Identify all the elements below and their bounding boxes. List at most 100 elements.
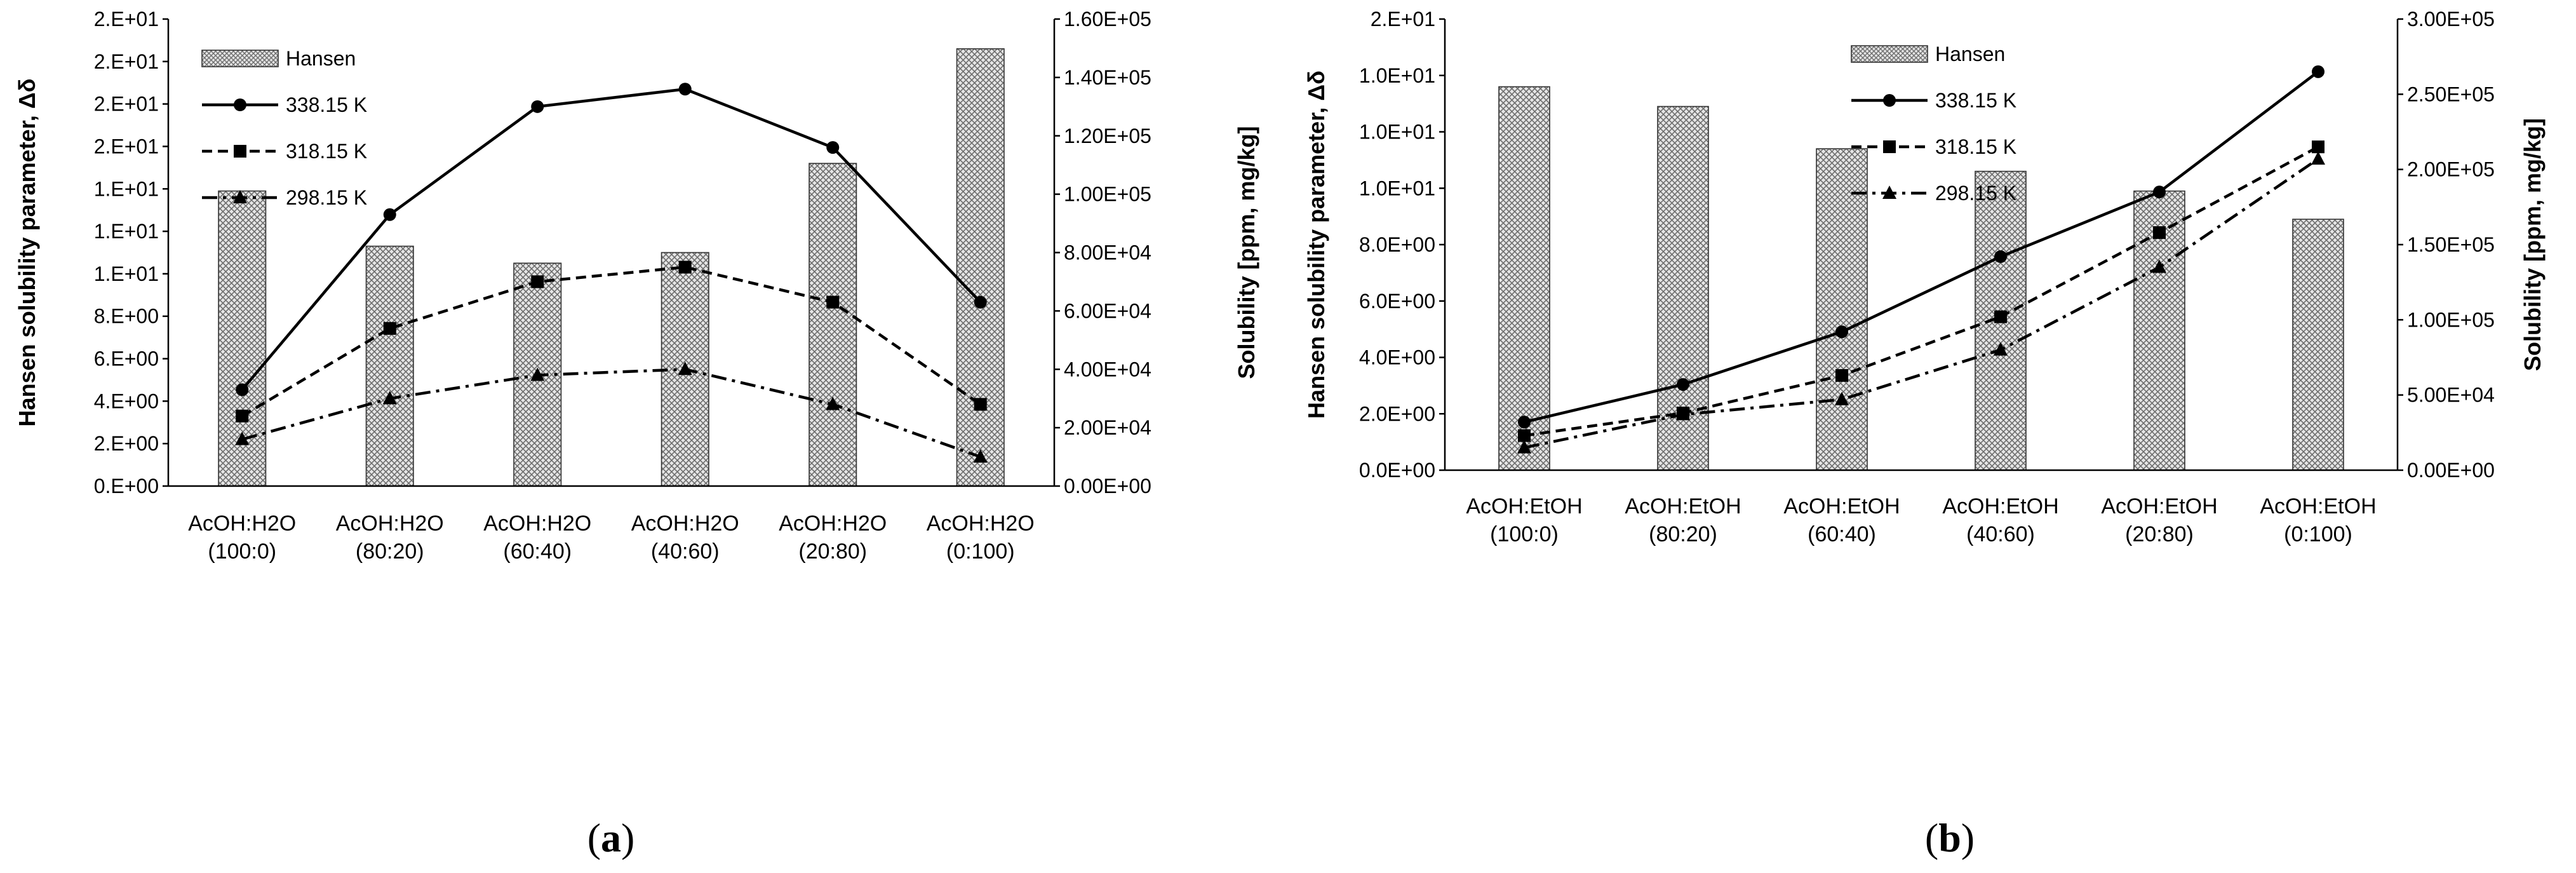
marker-b-0-5 <box>2312 65 2324 78</box>
category-label-a-5-1: (0:100) <box>946 539 1015 564</box>
panel-label-a: (a) <box>587 815 635 860</box>
panel-label-part-a-2: ) <box>621 815 634 860</box>
marker-a-0-4 <box>826 141 840 154</box>
marker-b-0-2 <box>1835 325 1848 339</box>
left-tick-label-a-9: 2.E+01 <box>94 93 159 116</box>
bar-b-2 <box>1816 148 1868 471</box>
bar-a-5 <box>956 48 1005 487</box>
right-tick-label-a-1: 2.00E+04 <box>1064 416 1151 439</box>
legend-swatch-hansen-a <box>201 50 279 67</box>
marker-a-1-1 <box>383 321 396 335</box>
category-label-a-0-1: (100:0) <box>208 539 276 564</box>
marker-a-0-3 <box>678 83 692 96</box>
left-tick-label-a-6: 1.E+01 <box>94 220 159 243</box>
left-axis-title-a: Hansen solubility parameter, Δδ <box>14 79 40 427</box>
right-tick-label-a-8: 1.60E+05 <box>1064 8 1151 30</box>
marker-b-1-3 <box>1994 310 2007 323</box>
marker-b-0-0 <box>1518 416 1531 429</box>
right-axis-title-a: Solubility [ppm, mg/kg] <box>1233 126 1259 379</box>
panel-label-part-b-2: ) <box>1961 815 1975 860</box>
panel-label-part-b-1: b <box>1938 815 1961 860</box>
marker-b-2-4 <box>2152 259 2166 273</box>
legend-label-b-0: 338.15 K <box>1935 89 2016 112</box>
legend-marker-a-1 <box>234 145 246 158</box>
series-line-b-0 <box>1524 71 2319 424</box>
legend-marker-a-0 <box>234 98 246 111</box>
marker-b-2-1 <box>1676 407 1690 421</box>
series-line-b-2 <box>1524 158 2319 449</box>
category-label-a-1-1: (80:20) <box>356 539 424 564</box>
marker-a-2-1 <box>382 391 397 405</box>
category-label-b-5-0: AcOH:EtOH <box>2260 494 2376 518</box>
panel-label-part-a-1: a <box>601 815 621 860</box>
panel-label-b: (b) <box>1925 815 1975 860</box>
marker-b-1-4 <box>2153 226 2166 240</box>
marker-b-2-0 <box>1517 440 1531 454</box>
chart-b: 0.0E+00 2.0E+00 4.0E+00 6.0E+00 8.0E+00 1.0E+… <box>1303 8 2546 860</box>
marker-b-2-5 <box>2311 151 2325 165</box>
panel-label-part-b-0: ( <box>1925 815 1938 860</box>
legend-label-hansen-b: Hansen <box>1935 43 2005 65</box>
marker-a-0-2 <box>531 100 544 113</box>
left-axis-title-b: Hansen solubility parameter, Δδ <box>1303 71 1329 419</box>
category-label-b-4-1: (20:80) <box>2125 522 2194 546</box>
legend-marker-b-0 <box>1883 94 1896 107</box>
right-tick-label-a-3: 6.00E+04 <box>1064 299 1151 322</box>
category-label-a-4-1: (20:80) <box>798 539 867 564</box>
bar-a-4 <box>808 163 857 487</box>
bar-b-5 <box>2292 219 2344 471</box>
left-tick-label-b-6: 1.0E+01 <box>1359 121 1435 144</box>
legend-label-a-0: 338.15 K <box>286 93 367 116</box>
left-tick-label-a-4: 8.E+00 <box>94 305 159 328</box>
marker-b-0-3 <box>1994 250 2007 263</box>
marker-b-2-2 <box>1835 391 1849 405</box>
marker-a-1-2 <box>531 275 544 288</box>
bar-b-0 <box>1498 86 1550 471</box>
left-tick-label-b-8: 2.E+01 <box>1371 8 1435 30</box>
marker-b-2-3 <box>1994 342 2008 356</box>
left-tick-label-a-11: 2.E+01 <box>94 8 159 30</box>
marker-a-0-1 <box>383 208 396 221</box>
legend-label-b-2: 298.15 K <box>1935 182 2016 205</box>
series-line-a-1 <box>241 266 982 417</box>
right-tick-label-b-1: 5.00E+04 <box>2407 384 2495 407</box>
left-tick-label-b-2: 4.0E+00 <box>1359 346 1435 369</box>
category-label-b-5-1: (0:100) <box>2284 522 2352 546</box>
legend-label-a-1: 318.15 K <box>286 140 367 163</box>
category-label-b-0-1: (100:0) <box>1490 522 1559 546</box>
right-axis-title-b: Solubility [ppm, mg/kg] <box>2519 118 2546 371</box>
left-tick-label-a-3: 6.E+00 <box>94 348 159 370</box>
legend-marker-a-2 <box>233 190 247 203</box>
left-tick-label-a-5: 1.E+01 <box>94 262 159 285</box>
right-tick-label-a-2: 4.00E+04 <box>1064 358 1151 381</box>
marker-b-1-0 <box>1518 429 1531 442</box>
category-label-a-2-0: AcOH:H2O <box>483 511 591 536</box>
category-label-b-4-0: AcOH:EtOH <box>2101 494 2217 518</box>
right-tick-label-b-5: 2.50E+05 <box>2407 83 2495 105</box>
left-tick-label-a-0: 0.E+00 <box>94 475 159 497</box>
left-tick-label-a-8: 2.E+01 <box>94 135 159 158</box>
legend-label-b-1: 318.15 K <box>1935 135 2016 158</box>
panel-label-part-a-0: ( <box>587 815 601 860</box>
series-line-a-0 <box>241 87 982 391</box>
category-label-a-4-0: AcOH:H2O <box>779 511 887 536</box>
left-tick-label-b-0: 0.0E+00 <box>1359 459 1435 482</box>
category-label-a-1-0: AcOH:H2O <box>336 511 444 536</box>
legend-b: Hansen 338.15 K 318.15 K 298.15 K <box>1851 43 2016 205</box>
legend-marker-b-2 <box>1882 186 1896 199</box>
left-tick-label-a-2: 4.E+00 <box>94 389 159 412</box>
left-tick-label-b-5: 1.0E+01 <box>1359 177 1435 200</box>
marker-b-0-4 <box>2153 186 2166 199</box>
marker-a-2-5 <box>973 449 988 463</box>
category-label-b-3-0: AcOH:EtOH <box>1942 494 2058 518</box>
category-label-a-0-0: AcOH:H2O <box>188 511 296 536</box>
right-tick-label-a-4: 8.00E+04 <box>1064 241 1151 264</box>
category-label-a-3-0: AcOH:H2O <box>631 511 739 536</box>
left-tick-label-b-7: 1.0E+01 <box>1359 64 1435 87</box>
category-label-a-2-1: (60:40) <box>503 539 572 564</box>
category-label-b-2-1: (60:40) <box>1808 522 1876 546</box>
marker-a-1-5 <box>974 398 987 411</box>
marker-a-2-4 <box>826 396 840 410</box>
category-label-a-5-0: AcOH:H2O <box>927 511 1035 536</box>
marker-a-1-0 <box>236 409 249 423</box>
